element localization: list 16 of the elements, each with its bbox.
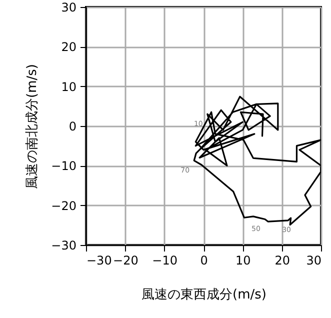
x-tick-label: 10	[236, 254, 251, 268]
x-tick-label: −30	[86, 254, 112, 268]
y-tick-label: −20	[51, 198, 76, 213]
y-tick-label: 30	[61, 0, 76, 14]
y-tick-label: 0	[68, 120, 76, 134]
y-tick-label: −10	[51, 159, 76, 174]
x-tick-label: 0	[200, 254, 208, 268]
x-tick-label: −10	[152, 254, 178, 268]
x-tick-label: −20	[113, 254, 138, 268]
x-tick-label: 20	[274, 254, 290, 268]
y-tick-label: −30	[51, 238, 76, 252]
y-axis-title: 風速の南北成分(m/s)	[25, 64, 40, 189]
x-axis-title: 風速の東西成分(m/s)	[142, 288, 266, 302]
x-tick-label: 30	[306, 254, 322, 268]
y-tick-label: 20	[61, 40, 76, 54]
y-tick-label: 10	[61, 80, 76, 94]
